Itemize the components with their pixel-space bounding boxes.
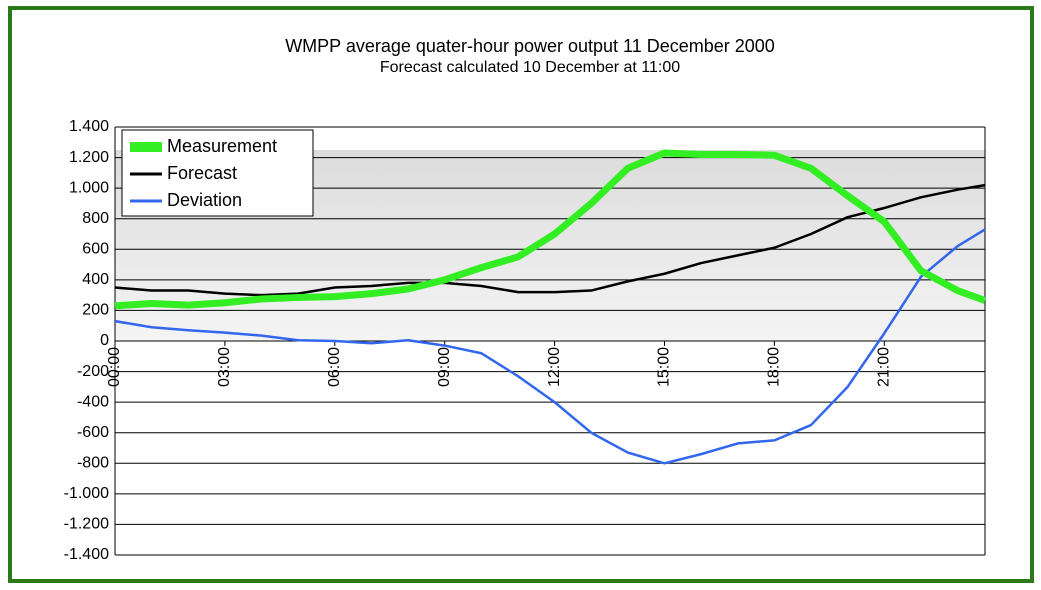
- chart-subtitle: Forecast calculated 10 December at 11:00: [380, 59, 680, 76]
- y-tick-label: -1.200: [64, 516, 109, 533]
- y-tick-label: 1.400: [69, 118, 109, 135]
- x-tick-label: 12:00: [546, 347, 563, 387]
- line-series: [114, 149, 987, 310]
- y-tick-label: 800: [82, 210, 109, 227]
- y-tick-label: -800: [77, 455, 109, 472]
- line-series: [114, 228, 986, 465]
- y-tick-label: 400: [82, 271, 109, 288]
- x-tick-label: 15:00: [656, 347, 673, 387]
- y-tick-label: -600: [77, 424, 109, 441]
- y-tick-label: -200: [77, 363, 109, 380]
- legend-label: Measurement: [167, 136, 277, 156]
- legend-label: Deviation: [167, 190, 242, 210]
- x-tick-label: 06:00: [326, 347, 343, 387]
- y-tick-label: 200: [82, 302, 109, 319]
- y-tick-label: 1.200: [69, 149, 109, 166]
- x-tick-label: 18:00: [766, 347, 783, 387]
- y-tick-label: -1.000: [64, 485, 109, 502]
- x-tick-label: 00:00: [106, 347, 123, 387]
- x-tick-label: 21:00: [875, 347, 892, 387]
- chart-title: WMPP average quater-hour power output 11…: [285, 36, 775, 56]
- y-tick-label: 0: [100, 332, 109, 349]
- x-tick-label: 03:00: [216, 347, 233, 387]
- y-tick-label: -1.400: [64, 546, 109, 563]
- x-tick-label: 09:00: [436, 347, 453, 387]
- y-tick-label: 1.000: [69, 179, 109, 196]
- legend-label: Forecast: [167, 163, 237, 183]
- line-series: [114, 183, 986, 297]
- y-tick-label: -400: [77, 393, 109, 410]
- y-tick-label: 600: [82, 241, 109, 258]
